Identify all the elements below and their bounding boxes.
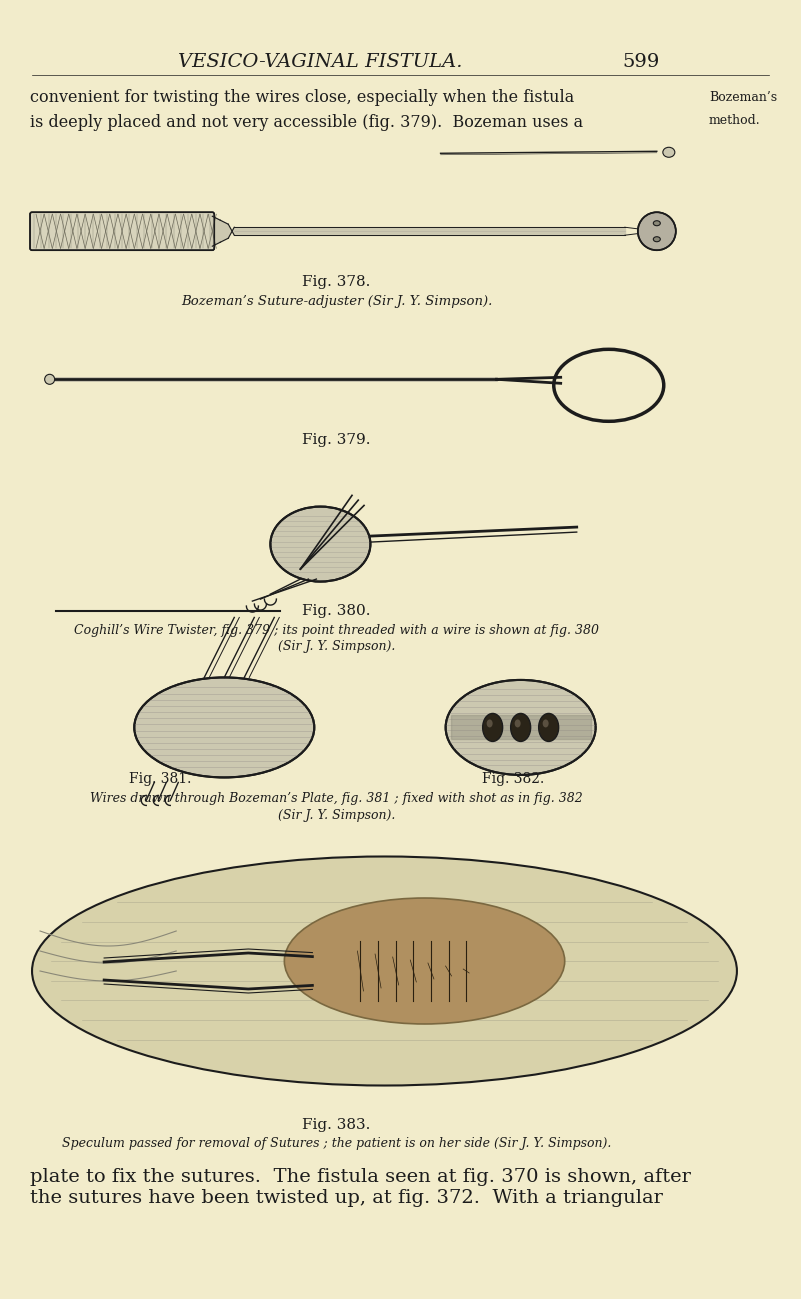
Polygon shape (212, 216, 220, 247)
Polygon shape (451, 716, 590, 739)
Text: is deeply placed and not very accessible (fig. 379).  Bozeman uses a: is deeply placed and not very accessible… (30, 113, 584, 131)
Ellipse shape (483, 713, 503, 742)
Text: Speculum passed for removal of Sutures ; the patient is on her side (Sir J. Y. S: Speculum passed for removal of Sutures ;… (62, 1137, 611, 1150)
Ellipse shape (45, 374, 54, 385)
Ellipse shape (284, 898, 565, 1024)
Text: plate to fix the sutures.  The fistula seen at fig. 370 is shown, after: plate to fix the sutures. The fistula se… (30, 1168, 691, 1186)
Text: (Sir J. Y. Simpson).: (Sir J. Y. Simpson). (278, 809, 395, 822)
Ellipse shape (135, 678, 314, 777)
Text: VESICO-VAGINAL FISTULA.: VESICO-VAGINAL FISTULA. (178, 53, 463, 71)
Text: the sutures have been twisted up, at fig. 372.  With a triangular: the sutures have been twisted up, at fig… (30, 1189, 663, 1207)
Text: Bozeman’s Suture-adjuster (Sir J. Y. Simpson).: Bozeman’s Suture-adjuster (Sir J. Y. Sim… (181, 295, 492, 308)
Text: Fig. 379.: Fig. 379. (302, 434, 371, 447)
Ellipse shape (487, 720, 493, 727)
Text: Fig. 383.: Fig. 383. (302, 1118, 371, 1131)
Text: convenient for twisting the wires close, especially when the fistula: convenient for twisting the wires close,… (30, 88, 574, 107)
FancyBboxPatch shape (30, 212, 214, 251)
Text: method.: method. (709, 114, 760, 127)
Text: Bozeman’s: Bozeman’s (709, 91, 777, 104)
Ellipse shape (639, 213, 674, 249)
Text: Fig. 381.: Fig. 381. (129, 773, 191, 786)
Polygon shape (220, 221, 228, 242)
Ellipse shape (638, 212, 676, 251)
Ellipse shape (511, 713, 530, 742)
Text: Fig. 382.: Fig. 382. (481, 773, 544, 786)
Text: Fig. 378.: Fig. 378. (302, 275, 371, 288)
Ellipse shape (542, 720, 549, 727)
Ellipse shape (538, 713, 558, 742)
Polygon shape (228, 225, 234, 238)
Text: (Sir J. Y. Simpson).: (Sir J. Y. Simpson). (278, 640, 395, 653)
Ellipse shape (654, 221, 660, 226)
Ellipse shape (515, 720, 521, 727)
Ellipse shape (271, 507, 370, 582)
Text: Fig. 380.: Fig. 380. (302, 604, 371, 617)
Ellipse shape (445, 679, 596, 776)
Ellipse shape (654, 236, 660, 242)
Ellipse shape (663, 147, 674, 157)
Text: Wires drawn through Bozeman’s Plate, fig. 381 ; fixed with shot as in fig. 382: Wires drawn through Bozeman’s Plate, fig… (90, 792, 583, 805)
Text: 599: 599 (622, 53, 659, 71)
Ellipse shape (32, 856, 737, 1086)
Text: Coghill’s Wire Twister, fig. 379 ; its point threaded with a wire is shown at fi: Coghill’s Wire Twister, fig. 379 ; its p… (74, 624, 599, 637)
